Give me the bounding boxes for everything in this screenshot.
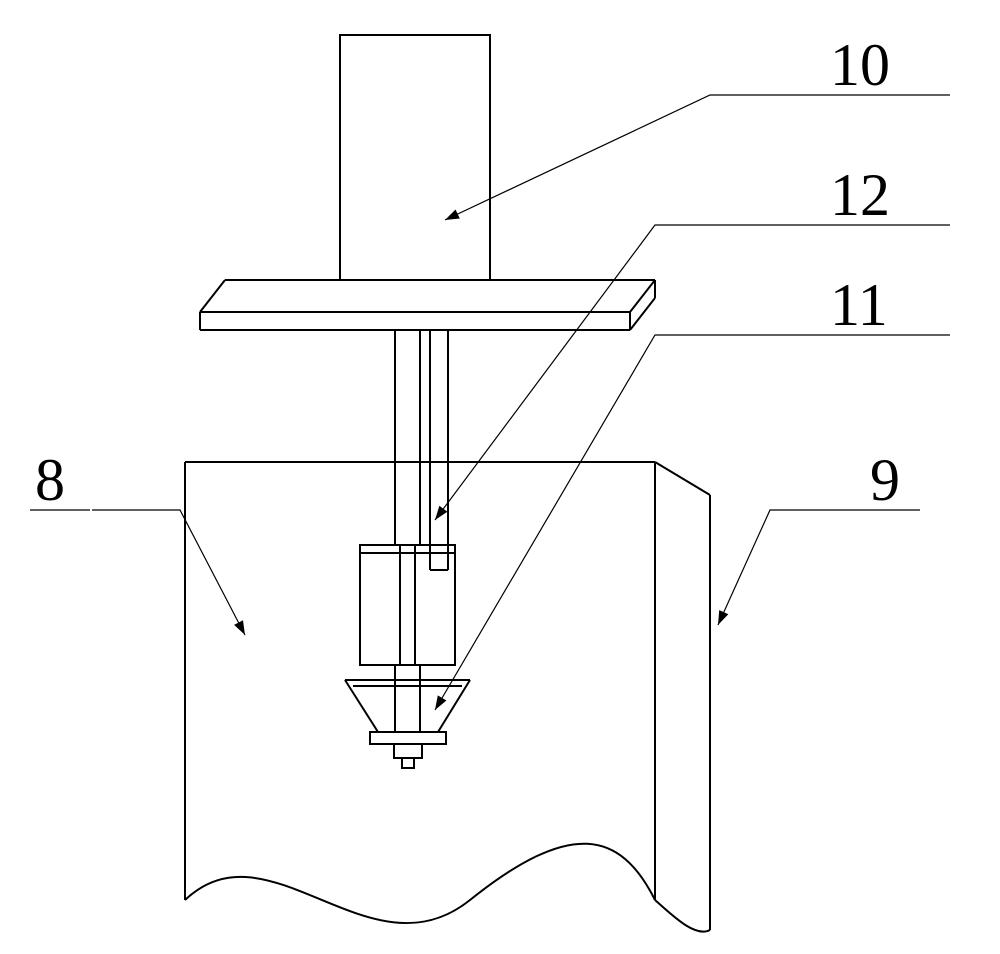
label-11: 11 [830,272,888,338]
label-8: 8 [35,447,65,513]
callout-9: 9 [718,447,920,625]
label-10: 10 [830,32,890,98]
shaft-12 [395,330,420,680]
label-12: 12 [830,162,890,228]
upper-block-10 [340,35,490,280]
cone-11 [345,680,470,732]
technical-diagram: 10 12 11 8 9 [0,0,1000,954]
callout-8: 8 [30,447,245,635]
front-panel-9 [655,462,710,932]
label-9: 9 [870,447,900,513]
mount-plate [200,280,655,330]
sleeve-box [360,545,455,665]
